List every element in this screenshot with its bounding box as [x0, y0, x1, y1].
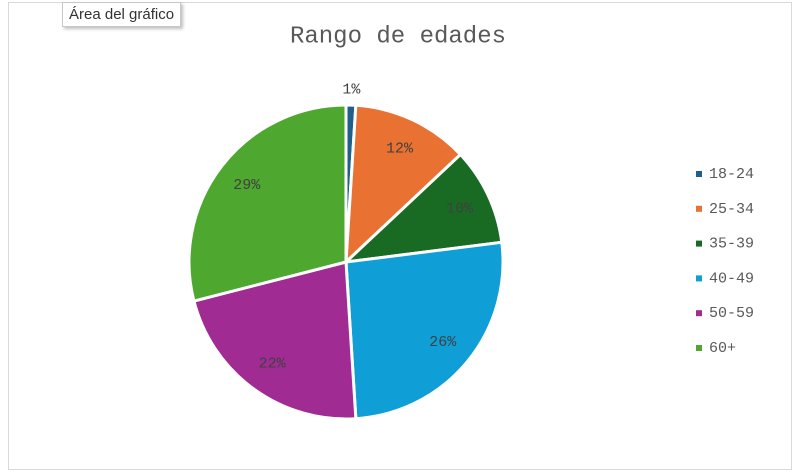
legend-label: 18-24 — [709, 166, 754, 183]
pie-slice — [344, 103, 463, 266]
data-label: 29% — [233, 177, 261, 194]
data-label: 22% — [259, 356, 287, 373]
data-label: 26% — [429, 334, 457, 351]
pie-slice — [187, 103, 348, 303]
legend-swatch — [696, 310, 702, 317]
data-label: 10% — [446, 200, 474, 217]
legend-swatch — [696, 345, 702, 351]
legend-label: 50-59 — [709, 305, 754, 322]
data-label: 12% — [386, 140, 414, 157]
tooltip: Área del gráfico — [62, 2, 182, 27]
legend-label: 60+ — [709, 340, 736, 357]
chart-title: Rango de edades — [290, 23, 506, 50]
pie-slice — [192, 260, 358, 421]
legend-swatch — [696, 275, 702, 282]
legend-swatch — [696, 240, 702, 247]
legend-label: 40-49 — [709, 270, 754, 287]
pie-slice — [341, 152, 504, 265]
data-label: 1% — [342, 81, 361, 98]
pie-slice — [344, 240, 505, 421]
legend-label: 25-34 — [709, 201, 754, 218]
legend-swatch — [696, 205, 702, 212]
legend-label: 35-39 — [709, 236, 754, 253]
legend-swatch — [696, 171, 702, 177]
